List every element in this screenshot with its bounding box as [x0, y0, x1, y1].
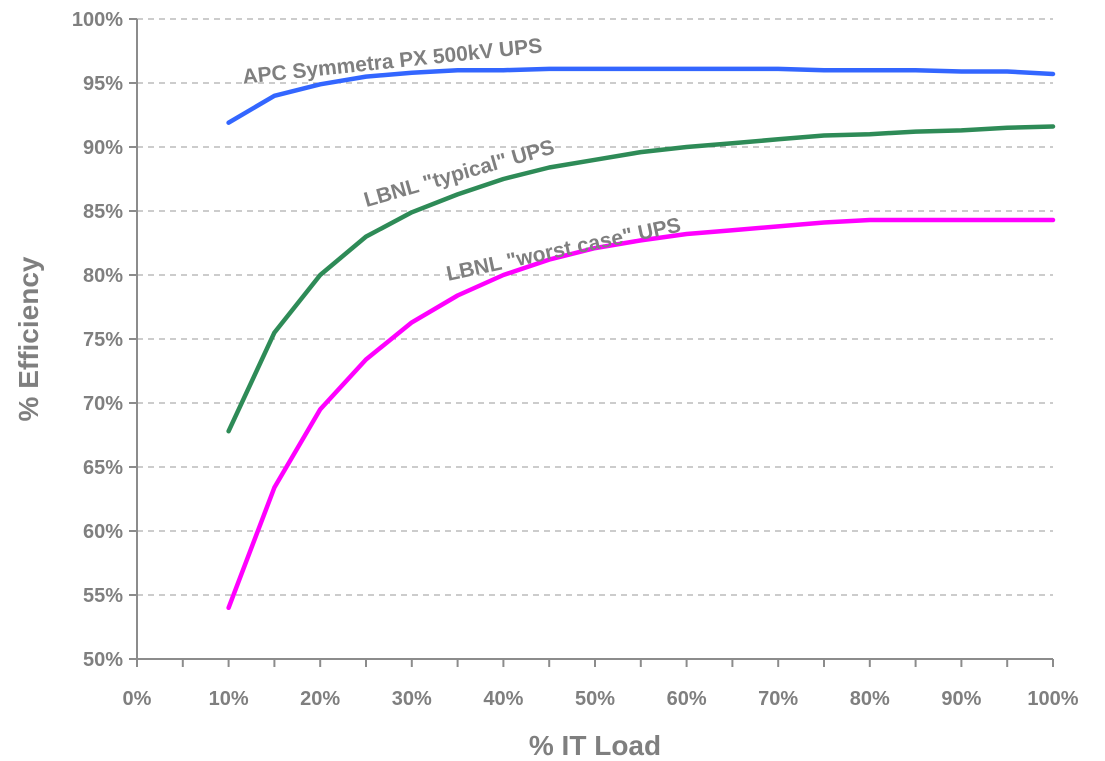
x-tick-label: 60%	[667, 688, 707, 710]
y-tick-label: 80%	[83, 265, 123, 287]
x-tick-label: 90%	[941, 688, 981, 710]
series-line-2	[226, 217, 1056, 611]
x-tick-label: 40%	[483, 688, 523, 710]
x-tick-label: 100%	[1027, 688, 1078, 710]
y-tick-label: 100%	[72, 9, 123, 31]
x-axis-title: % IT Load	[529, 730, 661, 761]
series-label-0: APC Symmetra PX 500kV UPS	[241, 34, 543, 88]
y-tick-label: 60%	[83, 521, 123, 543]
series-line-1	[226, 124, 1056, 434]
x-tick-label: 0%	[123, 688, 152, 710]
y-tick-label: 95%	[83, 73, 123, 95]
y-tick-label: 85%	[83, 201, 123, 223]
y-tick-label: 75%	[83, 329, 123, 351]
x-tick-label: 50%	[575, 688, 615, 710]
x-tick-label: 70%	[758, 688, 798, 710]
y-tick-label: 70%	[83, 393, 123, 415]
y-tick-label: 50%	[83, 649, 123, 671]
x-tick-label: 20%	[300, 688, 340, 710]
axes	[129, 18, 1054, 667]
y-tick-label: 55%	[83, 585, 123, 607]
series-lines	[226, 66, 1056, 611]
x-tick-label: 30%	[392, 688, 432, 710]
y-tick-label: 65%	[83, 457, 123, 479]
tick-labels: 50% 55% 60% 65% 70% 75% 80% 85% 90% 95% 100% 0% 10% 2…	[72, 9, 1079, 710]
y-axis-title: % Efficiency	[13, 256, 44, 421]
gridlines	[137, 18, 1053, 596]
x-tick-label: 80%	[850, 688, 890, 710]
series-line-0	[226, 66, 1056, 125]
y-tick-label: 90%	[83, 137, 123, 159]
x-tick-label: 10%	[209, 688, 249, 710]
